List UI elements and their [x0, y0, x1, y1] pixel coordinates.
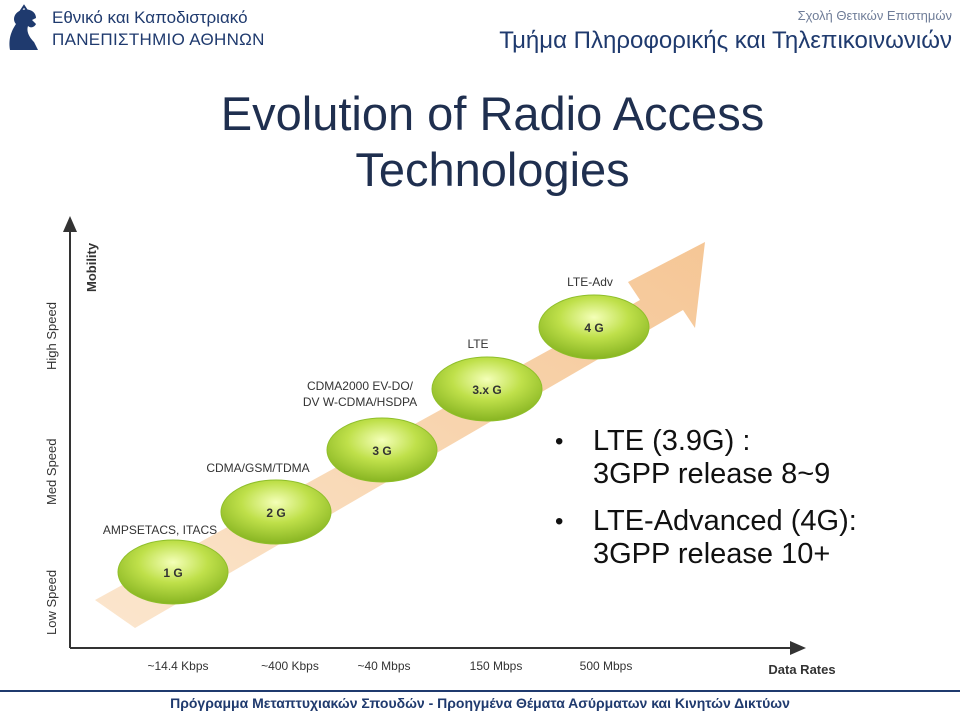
tech-label-line2: DV W-CDMA/HSDPA: [303, 395, 417, 409]
tech-label-line1: CDMA2000 EV-DO/: [307, 379, 414, 393]
footer-text: Πρόγραμμα Μεταπτυχιακών Σπουδών - Προηγμ…: [170, 695, 790, 711]
x-tick-label: ~14.4 Kbps: [147, 659, 208, 673]
bullet-dot-icon: •: [555, 508, 564, 535]
slide-footer: Πρόγραμμα Μεταπτυχιακών Σπουδών - Προηγμ…: [0, 690, 960, 717]
footer-divider: [0, 690, 960, 692]
slide-title: Evolution of Radio Access Technologies: [0, 86, 960, 198]
department-name: Τμήμα Πληροφορικής και Τηλεπικοινωνιών: [499, 27, 952, 54]
school-name: Σχολή Θετικών Επιστημών: [797, 8, 952, 23]
bullet-item: • LTE (3.9G) : 3GPP release 8~9: [553, 425, 953, 491]
university-name-line1: Εθνικό και Καποδιστριακό: [52, 8, 248, 27]
tech-label: LTE-Adv: [567, 275, 613, 289]
bullet-line2: 3GPP release 8~9: [593, 458, 831, 490]
x-tick-label: ~400 Kbps: [261, 659, 319, 673]
y-level-low: Low Speed: [44, 570, 59, 635]
badge-label: 3 G: [372, 444, 391, 458]
title-line-1: Evolution of Radio Access: [220, 87, 765, 140]
university-logo-icon: [9, 4, 38, 50]
rat-evolution-diagram: Mobility High Speed Med Speed Low Speed …: [44, 216, 836, 677]
x-axis-arrowhead: [790, 641, 806, 655]
badge-label: 1 G: [163, 566, 182, 580]
generation-3g: 3 G CDMA2000 EV-DO/ DV W-CDMA/HSDPA: [303, 379, 438, 483]
y-axis-arrowhead: [63, 216, 77, 232]
bullet-line1: LTE-Advanced (4G):: [593, 505, 857, 537]
x-tick-label: ~40 Mbps: [357, 659, 410, 673]
y-level-high: High Speed: [44, 302, 59, 370]
generation-3xg: 3.x G LTE: [431, 337, 543, 422]
tech-label: LTE: [467, 337, 488, 351]
badge-label: 3.x G: [472, 383, 501, 397]
bullet-item: • LTE-Advanced (4G): 3GPP release 10+: [553, 505, 953, 571]
bullet-list: • LTE (3.9G) : 3GPP release 8~9 • LTE-Ad…: [553, 425, 953, 575]
university-name-line2: ΠΑΝΕΠΙΣΤΗΜΙΟ ΑΘΗΝΩΝ: [52, 30, 265, 49]
bullet-line2: 3GPP release 10+: [593, 538, 831, 570]
x-axis-label: Data Rates: [768, 662, 835, 677]
bullet-line1: LTE (3.9G) :: [593, 425, 751, 457]
badge-label: 2 G: [266, 506, 285, 520]
x-tick-label: 150 Mbps: [470, 659, 523, 673]
slide-header: Εθνικό και Καποδιστριακό ΠΑΝΕΠΙΣΤΗΜΙΟ ΑΘ…: [0, 0, 960, 58]
generation-2g: 2 G CDMA/GSM/TDMA: [206, 461, 332, 545]
tech-label: AMPSETACS, ITACS: [103, 523, 217, 537]
tech-label: CDMA/GSM/TDMA: [206, 461, 309, 475]
x-tick-label: 500 Mbps: [580, 659, 633, 673]
generation-1g: 1 G AMPSETACS, ITACS: [103, 523, 229, 605]
badge-label: 4 G: [584, 321, 603, 335]
y-axis-label: Mobility: [84, 242, 99, 292]
y-level-med: Med Speed: [44, 439, 59, 506]
generation-4g: 4 G LTE-Adv: [538, 275, 650, 360]
bullet-dot-icon: •: [555, 428, 564, 455]
title-line-2: Technologies: [355, 143, 630, 196]
